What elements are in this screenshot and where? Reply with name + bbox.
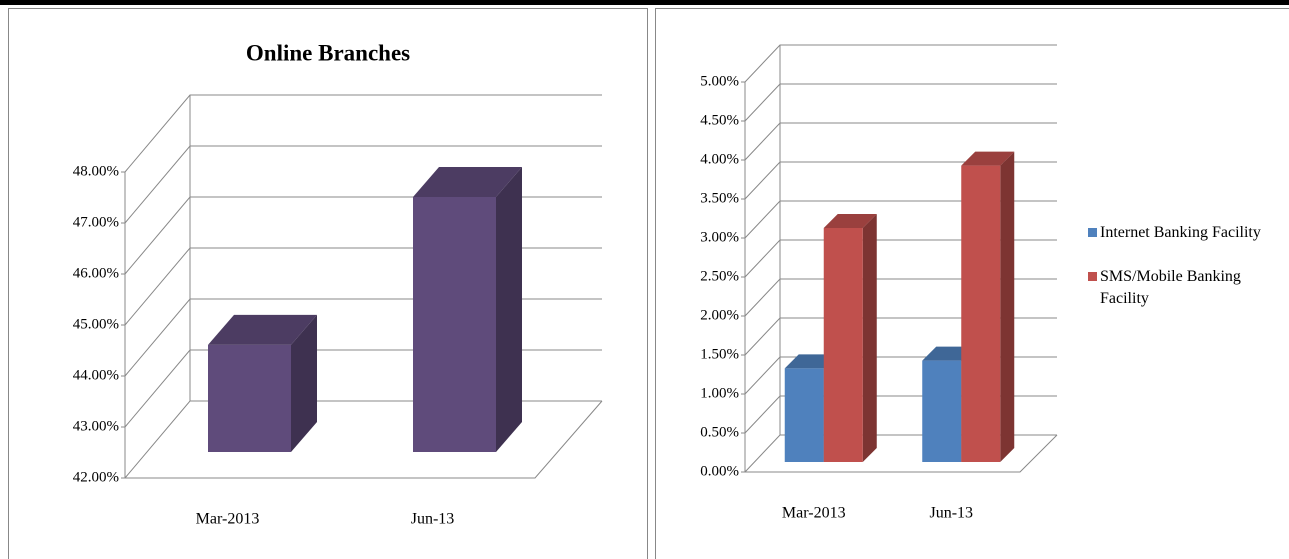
- y-tick-label: 0.00%: [700, 463, 739, 479]
- floor: [125, 400, 603, 479]
- grid-line: [744, 122, 1057, 161]
- y-tick-label: 4.00%: [700, 151, 739, 167]
- grid-line: [124, 298, 602, 377]
- legend-item: Internet Banking Facility: [1088, 222, 1263, 266]
- y-tick-label: 5.00%: [700, 73, 739, 89]
- y-tick-label: 3.00%: [700, 229, 739, 245]
- bar: [413, 197, 496, 452]
- bar-side: [862, 214, 877, 462]
- y-tick-label: 42.00%: [73, 469, 119, 485]
- bar: [823, 228, 863, 462]
- right-panel: [655, 8, 1289, 559]
- y-tick-label: 2.00%: [700, 307, 739, 323]
- legend-label: Internet Banking Facility: [1100, 224, 1261, 241]
- bar: [961, 165, 1001, 462]
- y-tick-label: 2.50%: [700, 268, 739, 284]
- left-panel: [8, 8, 648, 559]
- bar-top: [413, 167, 522, 197]
- legend-swatch: [1088, 272, 1097, 281]
- grid-line: [124, 94, 602, 173]
- top-frame: [0, 0, 1289, 5]
- legend-swatch: [1088, 228, 1097, 237]
- y-tick-label: 43.00%: [73, 418, 119, 434]
- x-tick-label: Mar-2013: [782, 505, 846, 522]
- y-tick-label: 45.00%: [73, 316, 119, 332]
- grid-line: [744, 161, 1057, 200]
- bar-top: [208, 314, 317, 345]
- y-tick-label: 46.00%: [73, 265, 119, 281]
- bar-side: [496, 167, 522, 452]
- grid-line: [124, 247, 602, 326]
- legend: Internet Banking Facility SMS/Mobile Ban…: [1088, 222, 1263, 310]
- y-tick-label: 48.00%: [73, 163, 119, 179]
- bar-side: [291, 314, 317, 452]
- bar: [922, 360, 962, 462]
- legend-item: SMS/Mobile Banking Facility: [1088, 266, 1263, 310]
- floor: [745, 434, 1058, 473]
- legend-label: SMS/Mobile Banking Facility: [1100, 268, 1241, 307]
- grid-line: [124, 400, 602, 479]
- y-tick-label: 1.00%: [700, 385, 739, 401]
- y-tick-label: 3.50%: [700, 190, 739, 206]
- x-tick-label: Jun-13: [929, 505, 973, 522]
- bar-side: [1000, 151, 1015, 462]
- grid-line: [124, 196, 602, 275]
- grid-line: [744, 44, 1057, 83]
- bar-top: [961, 151, 1015, 166]
- y-tick-label: 0.50%: [700, 424, 739, 440]
- y-tick-label: 4.50%: [700, 112, 739, 128]
- x-tick-label: Mar-2013: [196, 511, 260, 528]
- x-tick-label: Jun-13: [411, 511, 455, 528]
- y-tick-label: 47.00%: [73, 214, 119, 230]
- grid-line: [124, 349, 602, 428]
- y-tick-label: 44.00%: [73, 367, 119, 383]
- bar: [784, 368, 824, 462]
- grid-line: [124, 145, 602, 224]
- grid-line: [744, 83, 1057, 122]
- bar: [208, 344, 291, 452]
- bar-top: [823, 214, 877, 228]
- chart-title: Online Branches: [246, 40, 410, 65]
- y-tick-label: 1.50%: [700, 346, 739, 362]
